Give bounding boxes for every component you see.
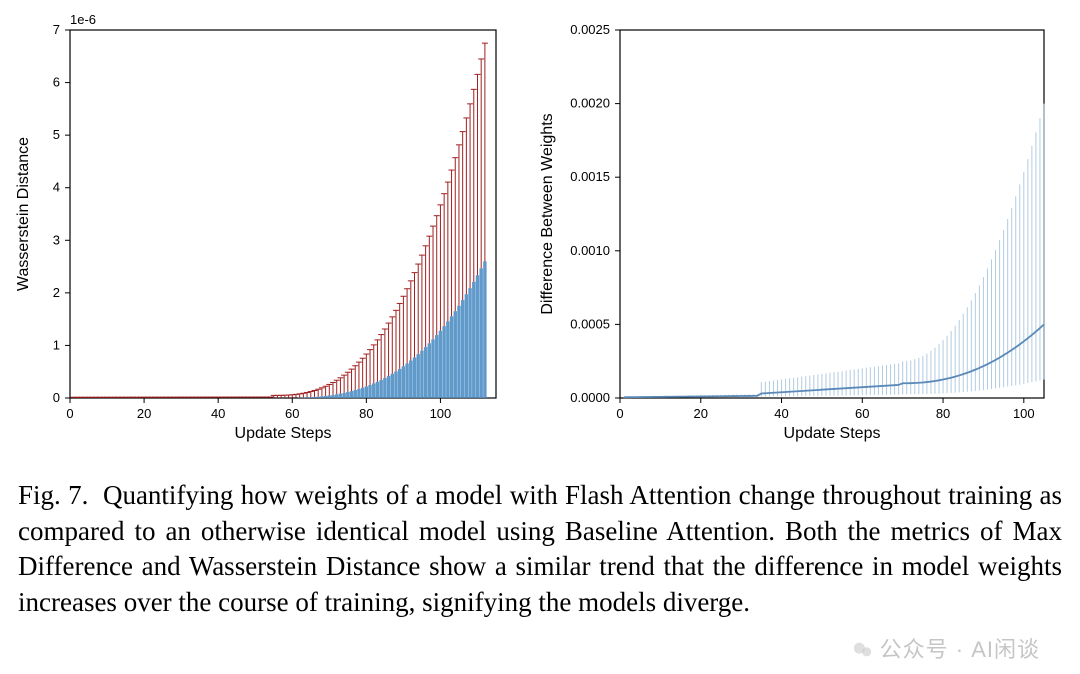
svg-text:100: 100 <box>1013 406 1035 421</box>
svg-text:Update Steps: Update Steps <box>784 425 881 442</box>
svg-text:0.0015: 0.0015 <box>570 169 610 184</box>
svg-text:100: 100 <box>430 406 452 421</box>
svg-text:2: 2 <box>53 285 60 300</box>
watermark-text: 公众号 · AI闲谈 <box>880 637 1040 662</box>
svg-text:1e-6: 1e-6 <box>70 12 96 27</box>
svg-text:0.0000: 0.0000 <box>570 390 610 405</box>
figure-caption: Fig. 7. Quantifying how weights of a mod… <box>0 448 1080 621</box>
svg-text:4: 4 <box>53 180 60 195</box>
svg-text:60: 60 <box>285 406 299 421</box>
figure-row: 0 20 40 60 80 100 0 1 2 3 4 5 6 7 1e-6 Update Steps Wass… <box>0 0 1080 448</box>
svg-text:6: 6 <box>53 75 60 90</box>
caption-label: Fig. 7. <box>18 480 88 510</box>
svg-text:60: 60 <box>855 406 869 421</box>
wechat-icon <box>852 639 874 661</box>
svg-text:1: 1 <box>53 337 60 352</box>
svg-text:Update Steps: Update Steps <box>235 425 332 442</box>
right-chart-svg: 0 20 40 60 80 100 0.0000 0.0005 0.0010 0.0015 0.00… <box>530 8 1060 448</box>
svg-text:0: 0 <box>616 406 623 421</box>
watermark: 公众号 · AI闲谈 <box>852 632 1040 664</box>
left-chart: 0 20 40 60 80 100 0 1 2 3 4 5 6 7 1e-6 Update Steps Wass… <box>10 8 510 448</box>
svg-text:20: 20 <box>137 406 151 421</box>
svg-text:5: 5 <box>53 127 60 142</box>
svg-text:0: 0 <box>53 390 60 405</box>
svg-text:7: 7 <box>53 22 60 37</box>
svg-text:20: 20 <box>694 406 708 421</box>
svg-text:40: 40 <box>211 406 225 421</box>
svg-text:Difference Between Weights: Difference Between Weights <box>539 113 556 314</box>
caption-text: Quantifying how weights of a model with … <box>18 480 1062 617</box>
svg-text:0.0005: 0.0005 <box>570 316 610 331</box>
svg-text:0.0020: 0.0020 <box>570 96 610 111</box>
svg-text:3: 3 <box>53 232 60 247</box>
svg-text:0.0010: 0.0010 <box>570 243 610 258</box>
right-chart: 0 20 40 60 80 100 0.0000 0.0005 0.0010 0.0015 0.00… <box>530 8 1060 448</box>
svg-text:0: 0 <box>66 406 73 421</box>
left-chart-svg: 0 20 40 60 80 100 0 1 2 3 4 5 6 7 1e-6 Update Steps Wass… <box>10 8 510 448</box>
svg-text:40: 40 <box>774 406 788 421</box>
svg-text:80: 80 <box>359 406 373 421</box>
svg-text:Wasserstein Distance: Wasserstein Distance <box>15 137 32 291</box>
svg-text:0.0025: 0.0025 <box>570 22 610 37</box>
svg-text:80: 80 <box>936 406 950 421</box>
